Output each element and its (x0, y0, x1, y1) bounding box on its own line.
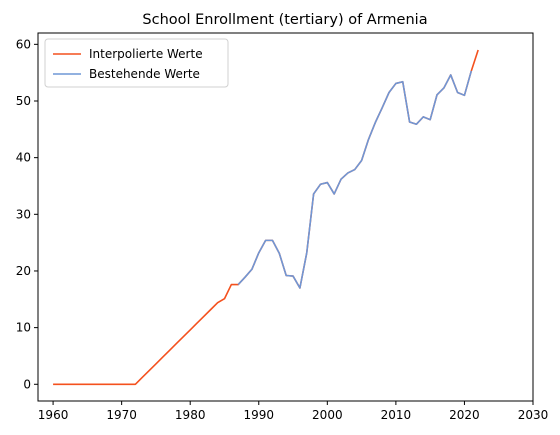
x-tick-label: 2030 (518, 408, 549, 422)
axes: 1960 1970 1980 1990 2000 2010 2020 203001020304… (16, 32, 549, 422)
x-tick-label: 1970 (106, 408, 137, 422)
plot-frame (37, 32, 534, 402)
series-line-2 (237, 70, 473, 289)
y-tick-label: 10 (16, 321, 31, 335)
y-tick-label: 20 (16, 264, 31, 278)
legend-label-2: Bestehende Werte (89, 67, 200, 81)
legend-label-1: Interpolierte Werte (89, 47, 203, 61)
y-tick-label: 40 (16, 151, 31, 165)
series-lines (53, 49, 479, 386)
y-tick-label: 0 (23, 377, 31, 391)
x-tick-label: 1960 (38, 408, 69, 422)
legend: Interpolierte Werte Bestehende Werte (44, 38, 229, 88)
x-tick-label: 1990 (243, 408, 274, 422)
y-tick-label: 60 (16, 37, 31, 51)
x-tick-label: 1980 (175, 408, 206, 422)
x-tick-label: 2010 (381, 408, 412, 422)
y-tick-label: 30 (16, 207, 31, 221)
series-line-1 (53, 49, 479, 386)
y-tick-label: 50 (16, 94, 31, 108)
x-tick-label: 2020 (449, 408, 480, 422)
x-tick-label: 2000 (312, 408, 343, 422)
legend-box (44, 38, 229, 88)
chart-title: School Enrollment (tertiary) of Armenia (142, 12, 427, 28)
